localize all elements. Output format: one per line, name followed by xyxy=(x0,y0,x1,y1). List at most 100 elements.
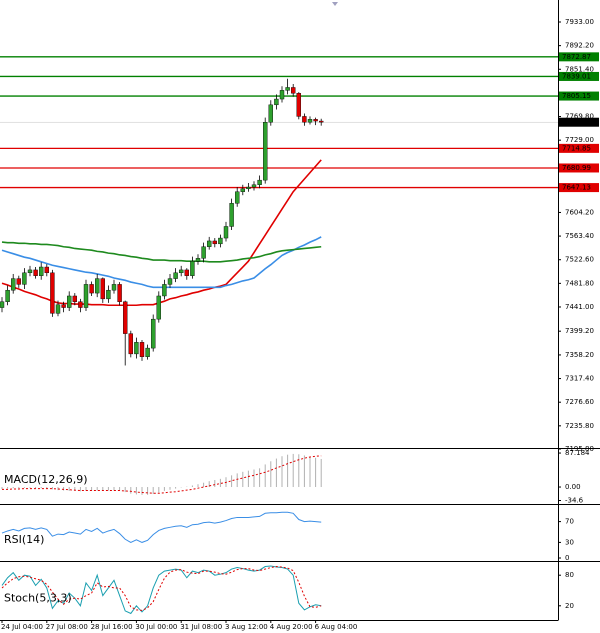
candle-body xyxy=(156,295,162,320)
y-tick-label: 7769.80 xyxy=(565,113,594,121)
y-tick-label: 87.184 xyxy=(565,449,590,457)
candle-body xyxy=(162,284,167,297)
candle-body xyxy=(100,278,106,300)
candle-body xyxy=(117,284,122,302)
x-tick-label: 4 Aug 20:00 xyxy=(270,623,313,631)
y-tick-label: 7604.20 xyxy=(565,208,594,216)
ma-line xyxy=(1,236,322,289)
y-tick-label: 70 xyxy=(565,518,574,526)
level-label-box xyxy=(559,163,599,173)
candle-body xyxy=(178,269,184,274)
candle-body xyxy=(302,116,307,123)
candle-body xyxy=(229,203,234,227)
candle-body xyxy=(285,87,290,91)
candle-body xyxy=(111,284,117,291)
y-tick-label: 7235.80 xyxy=(565,422,594,430)
level-label-box xyxy=(559,183,599,193)
x-tick-label: 3 Aug 12:00 xyxy=(225,623,268,631)
candle-body xyxy=(307,119,313,123)
x-tick-label: 27 Jul 08:00 xyxy=(46,623,88,631)
y-tick-label: 7441.00 xyxy=(565,303,594,311)
x-tick-label: 28 Jul 16:00 xyxy=(91,623,133,631)
candle-body xyxy=(0,301,5,308)
y-tick-label: 7729.00 xyxy=(565,136,594,144)
candle-body xyxy=(279,90,285,100)
y-tick-label: 7933.00 xyxy=(565,18,594,26)
y-tick-label: 80 xyxy=(565,571,574,579)
candle-body xyxy=(319,120,324,123)
level-label: 7680.99 xyxy=(562,164,591,172)
ma-line xyxy=(1,241,322,263)
candle-body xyxy=(201,246,206,259)
y-tick-label: 7851.40 xyxy=(565,65,594,73)
candle-body xyxy=(44,266,49,274)
candle-body xyxy=(263,122,268,181)
candle-body xyxy=(274,98,279,106)
candle-body xyxy=(206,240,212,247)
candle-body xyxy=(50,272,55,314)
indicator-line xyxy=(1,566,322,611)
y-tick-label: 7399.20 xyxy=(565,327,594,335)
y-tick-label: 0.00 xyxy=(565,483,581,491)
x-tick-label: 6 Aug 04:00 xyxy=(315,623,358,631)
candle-body xyxy=(257,179,262,185)
shift-marker xyxy=(332,2,338,6)
candle-body xyxy=(66,295,72,308)
candle-body xyxy=(291,87,296,94)
y-tick-label: 7358.20 xyxy=(565,351,594,359)
current-price-box xyxy=(559,117,599,127)
y-tick-label: 7892.20 xyxy=(565,42,594,50)
candle-body xyxy=(234,191,240,204)
level-label: 7872.87 xyxy=(562,53,591,61)
candle-body xyxy=(223,226,229,239)
candle-body xyxy=(296,93,301,117)
candle-body xyxy=(89,284,94,294)
candle-body xyxy=(61,304,66,308)
y-tick-label: -34.6 xyxy=(565,497,584,505)
level-label: 7647.13 xyxy=(562,184,591,192)
y-tick-label: 7563.40 xyxy=(565,232,594,240)
candle-body xyxy=(268,104,273,123)
y-tick-label: 7195.80 xyxy=(565,445,594,453)
candle-body xyxy=(106,289,111,300)
candle-body xyxy=(251,184,257,188)
candle-body xyxy=(72,295,78,302)
candle-body xyxy=(218,237,223,245)
y-tick-label: 7276.60 xyxy=(565,398,594,406)
candle-body xyxy=(83,284,89,308)
level-label-box xyxy=(559,143,599,153)
candle-body xyxy=(122,301,128,334)
candle-body xyxy=(5,289,10,302)
panel-title: RSI(14) xyxy=(4,533,44,546)
candle-body xyxy=(240,188,246,192)
candle-body xyxy=(134,342,139,355)
candle-body xyxy=(145,347,150,357)
candle-body xyxy=(27,269,33,274)
candle-body xyxy=(167,278,173,285)
y-tick-label: 20 xyxy=(565,602,574,610)
y-tick-label: 30 xyxy=(565,538,574,546)
candle-body xyxy=(39,266,44,276)
candle-body xyxy=(128,333,134,355)
x-tick-label: 30 Jul 00:00 xyxy=(135,623,177,631)
candle-body xyxy=(150,318,156,349)
candle-body xyxy=(313,119,318,122)
indicator-line xyxy=(1,511,322,543)
candle-body xyxy=(22,272,27,285)
y-tick-label: 7481.80 xyxy=(565,279,594,287)
candle-body xyxy=(16,278,21,285)
panel-title: Stoch(5,3,3) xyxy=(4,592,72,605)
level-label-box xyxy=(559,91,599,101)
candle-body xyxy=(195,258,201,262)
x-tick-label: 31 Jul 08:00 xyxy=(180,623,222,631)
candle-body xyxy=(10,278,16,291)
y-tick-label: 7317.40 xyxy=(565,375,594,383)
y-tick-label: 7522.60 xyxy=(565,256,594,264)
ma-line xyxy=(1,159,322,307)
candle-body xyxy=(33,269,38,276)
candle-body xyxy=(94,278,100,294)
level-label-box xyxy=(559,71,599,81)
candle-body xyxy=(78,301,83,308)
candle-body xyxy=(190,261,195,276)
